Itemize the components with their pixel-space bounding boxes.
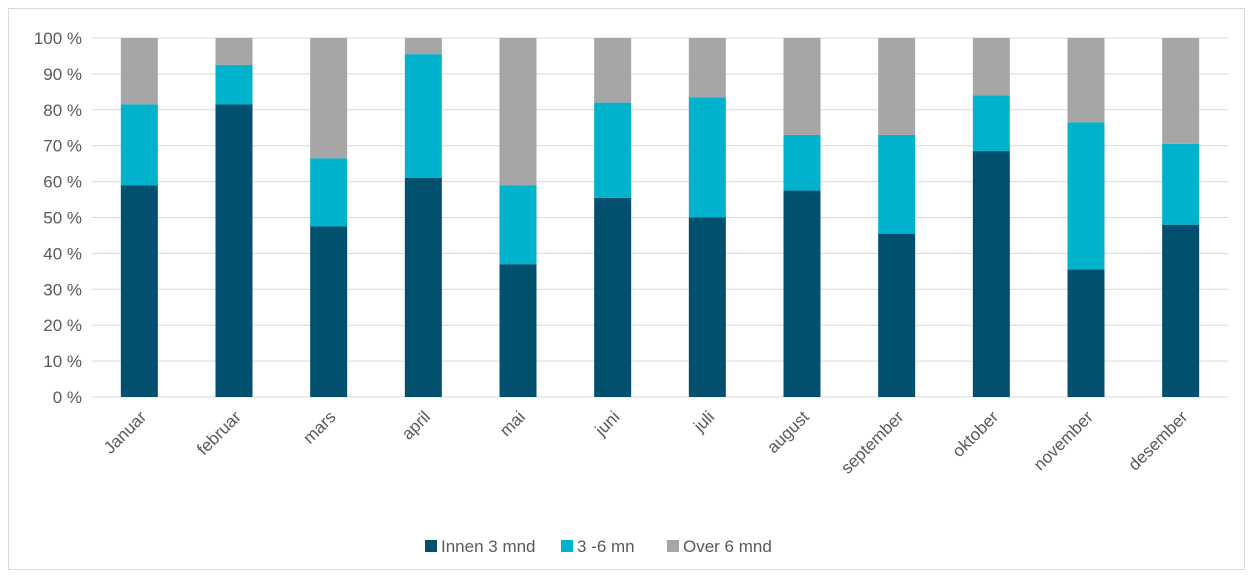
- bar-segment-2: [878, 134, 916, 234]
- y-tick-label: 0 %: [53, 388, 82, 407]
- x-tick-label: februar: [193, 407, 245, 459]
- legend-swatch: [561, 540, 573, 552]
- bar-segment-2: [688, 97, 726, 218]
- y-tick-label: 60 %: [43, 173, 82, 192]
- bar-segment-1: [1067, 269, 1105, 397]
- bar-segment-1: [878, 233, 916, 397]
- bar-segment-2: [594, 102, 632, 198]
- bar-segment-3: [215, 38, 253, 65]
- x-tick-label: april: [398, 407, 434, 443]
- y-tick-label: 40 %: [43, 244, 82, 263]
- y-tick-label: 30 %: [43, 280, 82, 299]
- x-tick-label: oktober: [949, 407, 1003, 461]
- bar-segment-1: [972, 151, 1010, 397]
- bar-segment-3: [499, 38, 537, 186]
- x-tick-label: desember: [1125, 407, 1192, 474]
- bar-segment-3: [972, 38, 1010, 96]
- bar-segment-1: [688, 217, 726, 397]
- bar-segment-2: [1067, 122, 1105, 270]
- bar-segment-2: [499, 185, 537, 265]
- bar-segment-1: [310, 226, 348, 397]
- x-tick-label: september: [837, 407, 907, 477]
- bars: [120, 38, 1200, 397]
- x-tick-label: mars: [299, 407, 339, 447]
- bar-segment-2: [120, 104, 158, 186]
- bar-segment-3: [783, 38, 821, 135]
- bar-segment-1: [783, 190, 821, 397]
- bar-segment-2: [783, 134, 821, 191]
- bar-segment-3: [1162, 38, 1200, 144]
- legend: Innen 3 mnd 3 -6 mn Over 6 mnd: [425, 537, 772, 556]
- bar-segment-3: [688, 38, 726, 98]
- bar-segment-1: [120, 185, 158, 397]
- bar-segment-3: [120, 38, 158, 105]
- bar-segment-2: [310, 158, 348, 227]
- x-tick-label: juni: [591, 407, 624, 440]
- y-tick-label: 10 %: [43, 352, 82, 371]
- y-tick-label: 20 %: [43, 316, 82, 335]
- bar-segment-2: [404, 54, 442, 179]
- bar-segment-3: [878, 38, 916, 135]
- legend-label: Innen 3 mnd: [441, 537, 536, 556]
- y-tick-label: 70 %: [43, 137, 82, 156]
- y-tick-label: 100 %: [34, 29, 82, 48]
- legend-swatch: [425, 540, 437, 552]
- y-tick-label: 80 %: [43, 101, 82, 120]
- bar-segment-1: [1162, 224, 1200, 397]
- bar-segment-3: [404, 38, 442, 55]
- bar-segment-3: [594, 38, 632, 103]
- bar-segment-2: [1162, 143, 1200, 225]
- x-tick-label: Januar: [100, 407, 150, 457]
- bar-segment-1: [499, 264, 537, 397]
- bar-segment-3: [310, 38, 348, 159]
- x-tick-label: juli: [689, 407, 718, 436]
- x-axis: Januar februar mars april mai juni juli august s…: [100, 407, 1192, 477]
- x-tick-label: mai: [496, 407, 529, 440]
- y-tick-label: 50 %: [43, 209, 82, 228]
- bar-segment-2: [215, 64, 253, 105]
- legend-label: Over 6 mnd: [683, 537, 772, 556]
- gridlines: [92, 37, 1228, 398]
- bar-segment-1: [404, 178, 442, 397]
- x-tick-label: november: [1030, 407, 1097, 474]
- bar-segment-1: [215, 104, 253, 397]
- x-tick-label: august: [763, 407, 813, 457]
- legend-label: 3 -6 mn: [577, 537, 635, 556]
- bar-segment-3: [1067, 38, 1105, 123]
- y-axis: 0 % 10 % 20 % 30 % 40 % 50 % 60 % 70 % 80 % 90 % 1…: [34, 29, 82, 407]
- y-tick-label: 90 %: [43, 65, 82, 84]
- legend-swatch: [667, 540, 679, 552]
- bar-segment-1: [594, 197, 632, 397]
- bar-segment-2: [972, 95, 1010, 152]
